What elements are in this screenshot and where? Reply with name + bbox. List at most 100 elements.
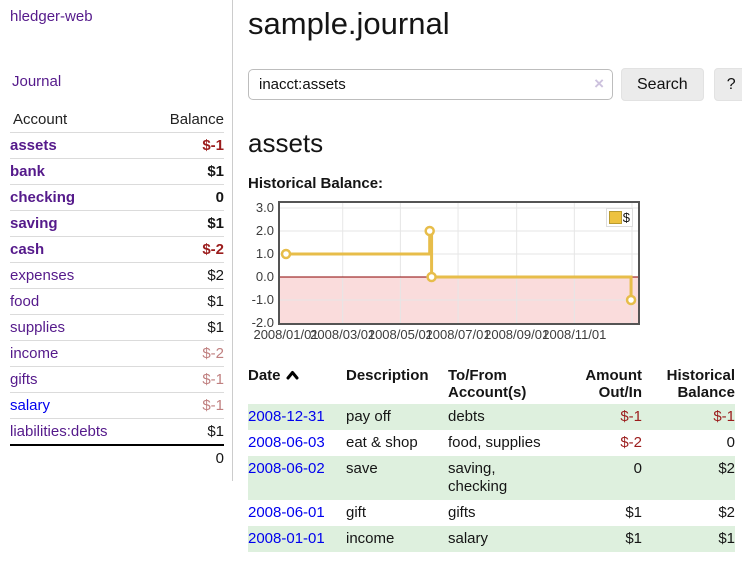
account-link-bank[interactable]: bank bbox=[10, 163, 46, 180]
register-accounts-cell: salary bbox=[448, 526, 566, 552]
chart-plot-area: $ bbox=[278, 201, 640, 325]
account-link-liabilities-debts[interactable]: liabilities:debts bbox=[10, 423, 108, 440]
x-tick-label: 2008/11/01 bbox=[542, 327, 607, 342]
account-link-expenses[interactable]: expenses bbox=[10, 267, 75, 284]
accounts-header-account: Account bbox=[10, 107, 145, 133]
accounts-total-row: 0 bbox=[10, 444, 224, 471]
account-row: liabilities:debts $1 bbox=[10, 418, 224, 446]
clear-search-icon[interactable]: × bbox=[594, 74, 604, 93]
sidebar: hledger-web Journal Account Balance asse… bbox=[0, 0, 233, 481]
sidebar-item-journal[interactable]: Journal bbox=[12, 73, 62, 90]
accounts-header-row: Account Balance bbox=[10, 107, 224, 133]
register-balance-cell: $2 bbox=[642, 456, 735, 500]
account-balance: $-1 bbox=[144, 132, 224, 159]
register-row: 2008-06-02 save saving, checking 0 $2 bbox=[248, 456, 735, 500]
page-title: sample.journal bbox=[248, 6, 450, 41]
chart-y-axis-labels: 3.0 2.0 1.0 0.0 -1.0 -2.0 bbox=[248, 200, 278, 330]
register-description-cell: income bbox=[346, 526, 448, 552]
account-link-gifts[interactable]: gifts bbox=[10, 371, 38, 388]
sort-ascending-icon bbox=[286, 367, 299, 384]
register-amount-cell: $-2 bbox=[620, 434, 642, 451]
search-bar: × Search ? bbox=[248, 68, 742, 101]
chart-x-axis-labels: 2008/01/01 2008/03/01 2008/05/01 2008/07/01… bbox=[253, 325, 640, 343]
register-header-description: Description bbox=[346, 367, 429, 384]
account-balance: $1 bbox=[144, 288, 224, 315]
register-date-cell: 2008-06-01 bbox=[248, 500, 346, 526]
x-tick-label: 2008/07/01 bbox=[425, 327, 491, 342]
y-tick-label: -1.0 bbox=[251, 292, 274, 307]
register-date-cell: 2008-06-02 bbox=[248, 456, 346, 500]
y-tick-label: 3.0 bbox=[255, 200, 274, 215]
accounts-header-balance: Balance bbox=[144, 107, 224, 133]
accounts-total-spacer bbox=[10, 444, 145, 471]
account-balance: $1 bbox=[144, 210, 224, 237]
account-link-assets[interactable]: assets bbox=[10, 137, 57, 154]
account-balance: $-2 bbox=[144, 340, 224, 367]
account-balance: $-2 bbox=[144, 236, 224, 263]
account-link-salary[interactable]: salary bbox=[10, 397, 51, 414]
account-balance: 0 bbox=[144, 184, 224, 211]
register-row: 2008-01-01 income salary $1 $1 bbox=[248, 526, 735, 552]
account-link-supplies[interactable]: supplies bbox=[10, 319, 66, 336]
transaction-date-link[interactable]: 2008-06-02 bbox=[248, 460, 325, 477]
transaction-date-link[interactable]: 2008-06-01 bbox=[248, 504, 325, 521]
register-date-cell: 2008-12-31 bbox=[248, 404, 346, 430]
register-header-date[interactable]: Date bbox=[248, 364, 346, 404]
y-tick-label: 2.0 bbox=[255, 223, 274, 238]
x-tick-label: 2008/05/01 bbox=[367, 327, 433, 342]
transaction-date-link[interactable]: 2008-12-31 bbox=[248, 408, 325, 425]
search-input[interactable] bbox=[248, 69, 613, 100]
register-header-accounts: To/From Account(s) bbox=[448, 367, 527, 401]
account-row: bank $1 bbox=[10, 158, 224, 185]
app-title: hledger-web bbox=[10, 8, 224, 25]
account-link-saving[interactable]: saving bbox=[10, 215, 58, 232]
account-link-food[interactable]: food bbox=[10, 293, 40, 310]
account-row: assets $-1 bbox=[10, 132, 224, 159]
register-balance-cell: $2 bbox=[718, 504, 735, 521]
account-row: expenses $2 bbox=[10, 262, 224, 289]
account-row: supplies $1 bbox=[10, 314, 224, 341]
account-balance: $-1 bbox=[144, 392, 224, 419]
register-description-cell: eat & shop bbox=[346, 434, 418, 451]
search-button[interactable]: Search bbox=[621, 68, 704, 101]
register-date-cell: 2008-06-03 bbox=[248, 430, 346, 456]
accounts-table: Account Balance assets $-1 bank $1 checking 0… bbox=[10, 107, 224, 471]
register-amount-cell: 0 bbox=[566, 456, 642, 500]
account-row: checking 0 bbox=[10, 184, 224, 211]
chart-canvas bbox=[280, 203, 638, 323]
register-amount-cell: $1 bbox=[566, 526, 642, 552]
register-balance-cell: $1 bbox=[642, 526, 735, 552]
y-tick-label: 1.0 bbox=[255, 246, 274, 261]
account-balance: $1 bbox=[144, 158, 224, 185]
x-tick-label: 2008/01/01 bbox=[253, 327, 319, 342]
transaction-date-link[interactable]: 2008-06-03 bbox=[248, 434, 325, 451]
transaction-date-link[interactable]: 2008-01-01 bbox=[248, 530, 325, 547]
app-title-link[interactable]: hledger-web bbox=[10, 8, 93, 25]
register-description-cell: save bbox=[346, 456, 448, 500]
register-amount-cell: $-1 bbox=[566, 404, 642, 430]
legend-label: $ bbox=[622, 210, 630, 225]
account-link-checking[interactable]: checking bbox=[10, 189, 76, 206]
account-heading: assets bbox=[248, 128, 324, 158]
register-row: 2008-06-01 gift gifts $1 $2 bbox=[248, 500, 735, 526]
historical-balance-chart: 3.0 2.0 1.0 0.0 -1.0 -2.0 $ 2008/01/01 2008/03… bbox=[248, 201, 742, 343]
account-balance: $1 bbox=[144, 418, 224, 446]
account-row: gifts $-1 bbox=[10, 366, 224, 393]
chart-title: Historical Balance: bbox=[248, 175, 384, 192]
main-content: sample.journal × Search ? assets Histori… bbox=[233, 0, 742, 552]
register-accounts-cell: saving, checking bbox=[448, 456, 566, 500]
help-button[interactable]: ? bbox=[713, 68, 742, 101]
register-description-cell: gift bbox=[346, 504, 367, 521]
chart-legend: $ bbox=[605, 208, 633, 227]
account-link-income[interactable]: income bbox=[10, 345, 59, 362]
account-row: saving $1 bbox=[10, 210, 224, 237]
register-accounts-cell: debts bbox=[448, 404, 566, 430]
account-row: food $1 bbox=[10, 288, 224, 315]
y-tick-label: -2.0 bbox=[251, 315, 274, 330]
account-balance: $-1 bbox=[144, 366, 224, 393]
account-balance: $1 bbox=[144, 314, 224, 341]
account-row: income $-2 bbox=[10, 340, 224, 367]
account-link-cash[interactable]: cash bbox=[10, 241, 45, 258]
x-tick-label: 2008/03/01 bbox=[310, 327, 376, 342]
register-date-cell: 2008-01-01 bbox=[248, 526, 346, 552]
